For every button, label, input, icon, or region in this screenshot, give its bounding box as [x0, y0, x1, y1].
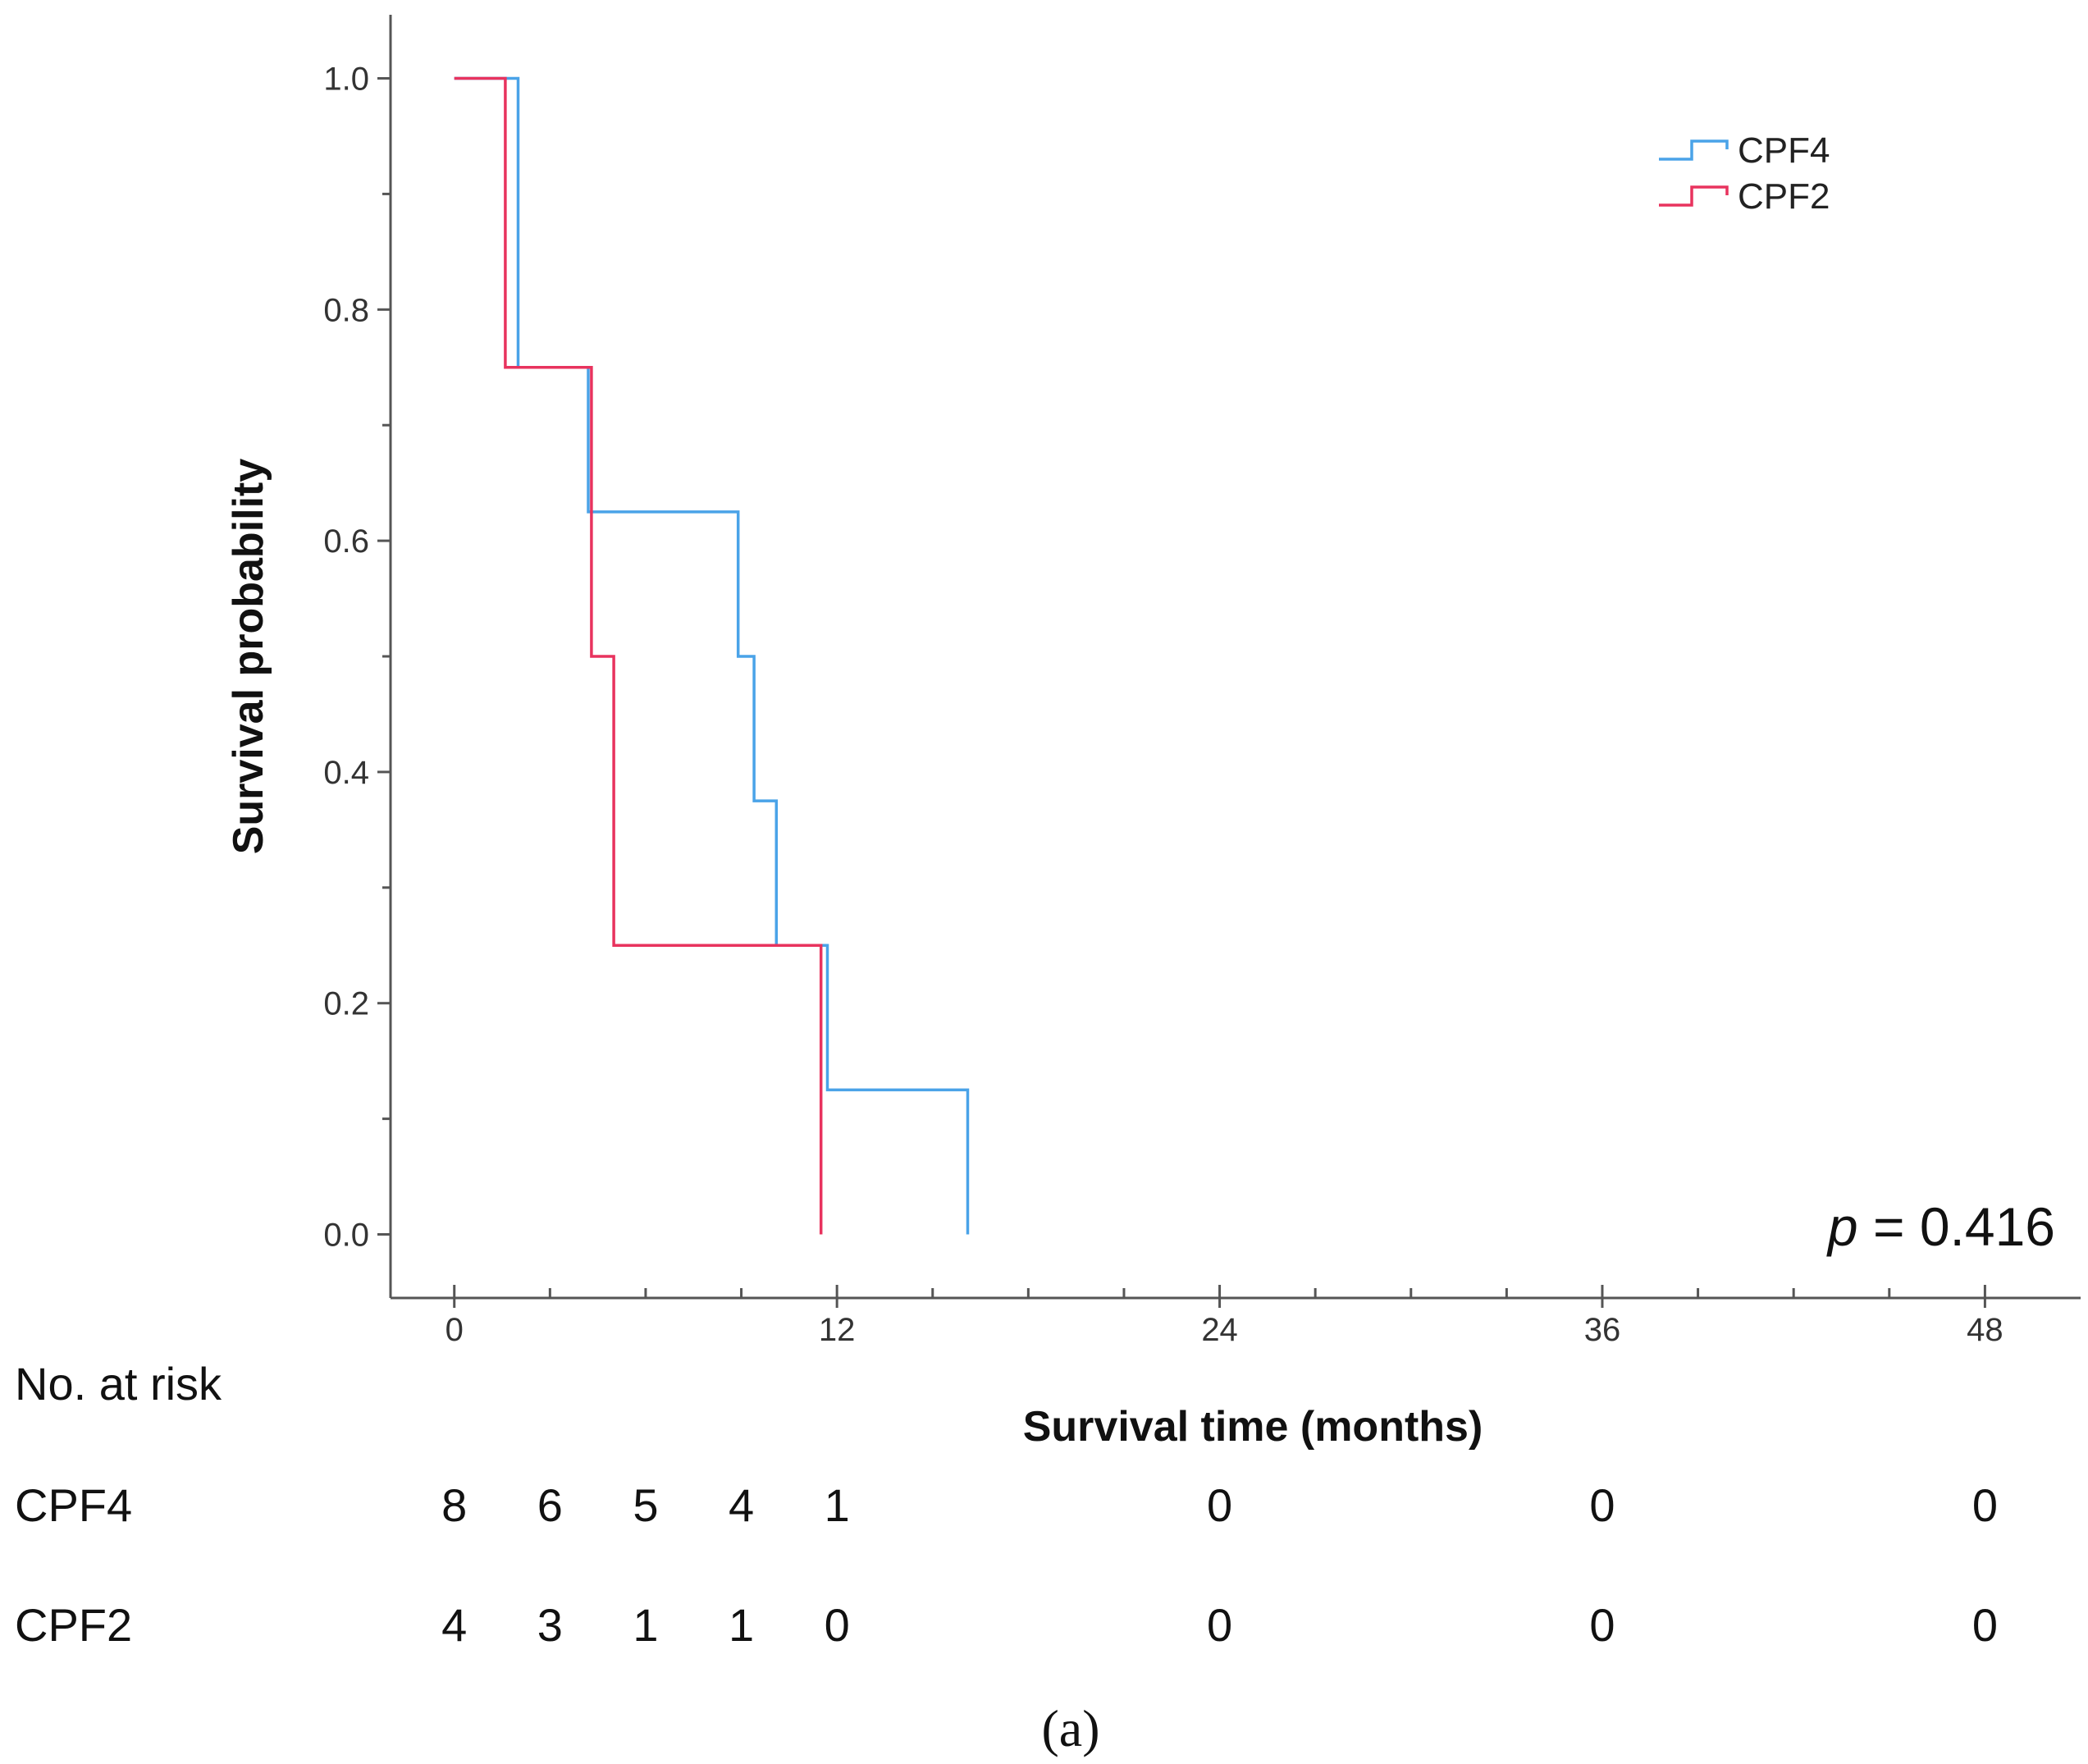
x-tick-label: 0 [445, 1312, 464, 1348]
risk-count: 0 [1207, 1599, 1232, 1651]
x-tick-label: 24 [1201, 1312, 1238, 1348]
x-ticks: 0 12 24 36 48 [445, 1285, 2003, 1348]
risk-count: 0 [825, 1599, 850, 1651]
y-tick-label: 0.0 [323, 1218, 369, 1254]
risk-row-label: CPF4 [15, 1479, 132, 1531]
risk-count: 4 [729, 1479, 754, 1531]
risk-count: 8 [441, 1479, 467, 1531]
y-ticks: 0.0 0.2 0.4 0.6 0.8 1.0 [323, 61, 391, 1254]
legend-label-cpf4: CPF4 [1738, 130, 1830, 171]
y-tick-label: 0.4 [323, 755, 369, 791]
risk-count: 0 [1589, 1479, 1615, 1531]
legend-swatch-cpf2 [1659, 185, 1729, 207]
risk-count: 0 [1207, 1479, 1232, 1531]
figure-caption: (a) [1041, 1699, 1099, 1757]
y-tick-label: 0.6 [323, 523, 369, 560]
series-layer [454, 76, 970, 1235]
p-value-annotation: p = 0.416 [1826, 1196, 2055, 1257]
y-tick-label: 1.0 [323, 61, 369, 97]
x-axis-title: Survival time (months) [1023, 1403, 1483, 1451]
risk-count: 4 [441, 1599, 467, 1651]
series-line-cpf2 [454, 76, 823, 1235]
x-tick-label: 48 [1967, 1312, 2003, 1348]
risk-count: 1 [825, 1479, 850, 1531]
risk-count: 6 [537, 1479, 563, 1531]
risk-table-title: No. at risk [15, 1358, 222, 1410]
y-tick-label: 0.2 [323, 986, 369, 1022]
x-tick-label: 36 [1584, 1312, 1621, 1348]
y-axis-title: Survival probability [225, 459, 272, 855]
risk-table: No. at risk CPF4 8 6 5 4 1 0 0 0 CPF2 4 3 1 1 0 0 0 0 [15, 1358, 1998, 1651]
legend-swatch-cpf4 [1659, 139, 1729, 161]
p-value-symbol: p [1826, 1196, 1858, 1257]
series-line-cpf4 [454, 76, 970, 1235]
risk-count: 0 [1972, 1599, 1998, 1651]
p-value-text: = 0.416 [1858, 1196, 2055, 1257]
x-tick-label: 12 [819, 1312, 856, 1348]
risk-count: 1 [729, 1599, 754, 1651]
risk-count: 3 [537, 1599, 563, 1651]
risk-count: 1 [633, 1599, 658, 1651]
risk-count: 0 [1972, 1479, 1998, 1531]
legend: CPF4 CPF2 [1659, 130, 1830, 217]
risk-row-label: CPF2 [15, 1599, 132, 1651]
legend-label-cpf2: CPF2 [1738, 176, 1830, 217]
risk-count: 5 [633, 1479, 658, 1531]
risk-count: 0 [1589, 1599, 1615, 1651]
axes: 0.0 0.2 0.4 0.6 0.8 1.0 0 12 24 36 48 [323, 15, 2081, 1348]
y-tick-label: 0.8 [323, 292, 369, 328]
